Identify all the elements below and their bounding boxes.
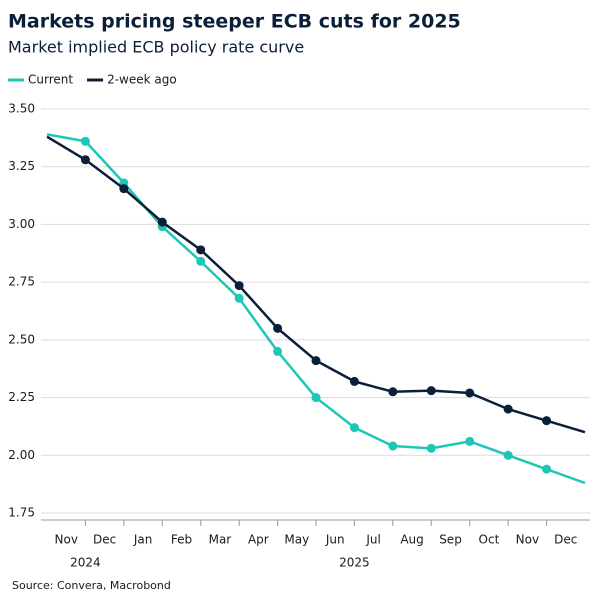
point (311, 356, 321, 366)
year-label: 2024 (70, 556, 101, 570)
point (311, 393, 321, 403)
y-tick-label: 2.75 (8, 275, 35, 289)
legend-label: 2-week ago (107, 73, 177, 87)
point (388, 441, 398, 451)
y-tick-label: 3.50 (8, 102, 35, 116)
legend-label: Current (28, 73, 73, 87)
y-tick-label: 3.00 (8, 217, 35, 231)
source: Source: Convera, Macrobond (12, 579, 171, 592)
point (196, 256, 206, 266)
x-tick-label: Nov (55, 533, 78, 547)
point (349, 423, 359, 433)
point (465, 436, 475, 446)
point (388, 387, 398, 397)
y-tick-label: 1.75 (8, 506, 35, 520)
x-tick-label: Feb (171, 533, 192, 547)
point (349, 376, 359, 386)
point (234, 293, 244, 303)
point (157, 217, 167, 227)
point (196, 245, 206, 255)
x-tick-label: May (284, 533, 309, 547)
year-label: 2025 (339, 556, 370, 570)
x-tick-label: Jun (325, 533, 345, 547)
x-tick-label: Oct (479, 533, 500, 547)
point (503, 450, 513, 460)
x-tick-label: Sep (439, 533, 462, 547)
point (80, 155, 90, 165)
x-tick-label: Nov (516, 533, 539, 547)
point (542, 464, 552, 474)
x-tick-label: Dec (554, 533, 577, 547)
point (503, 404, 513, 414)
y-tick-label: 2.50 (8, 332, 35, 346)
x-tick-label: Apr (248, 533, 269, 547)
x-tick-label: Dec (93, 533, 116, 547)
point (234, 281, 244, 291)
y-tick-label: 2.00 (8, 448, 35, 462)
chart-title: Markets pricing steeper ECB cuts for 202… (8, 11, 461, 33)
point (80, 136, 90, 146)
chart-subtitle: Market implied ECB policy rate curve (8, 38, 304, 57)
point (273, 346, 283, 356)
point (426, 386, 436, 396)
x-tick-label: Aug (400, 533, 423, 547)
point (542, 416, 552, 426)
point (273, 323, 283, 333)
point (119, 184, 129, 194)
y-tick-label: 3.25 (8, 159, 35, 173)
point (426, 443, 436, 453)
x-tick-label: Jan (133, 533, 153, 547)
point (465, 388, 475, 398)
y-tick-label: 2.25 (8, 390, 35, 404)
x-tick-label: Mar (209, 533, 232, 547)
x-tick-label: Jul (365, 533, 380, 547)
